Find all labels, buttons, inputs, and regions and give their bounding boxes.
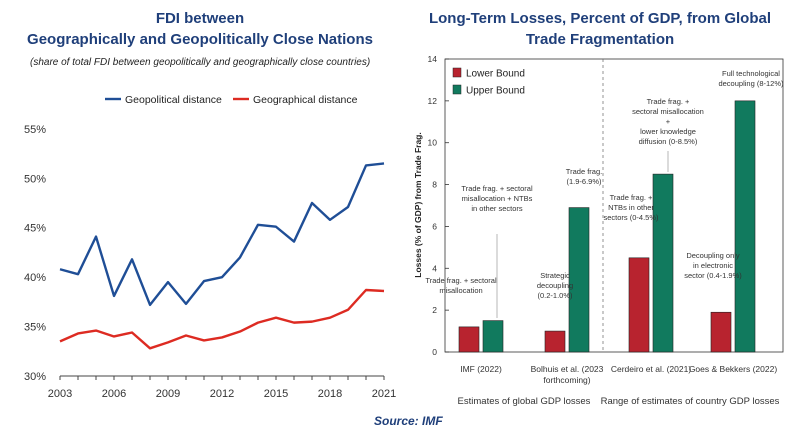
x-tick-label: 2021 (372, 388, 396, 400)
x-tick-label: 2015 (264, 388, 288, 400)
annotation-text: diffusion (0-8.5%) (639, 137, 698, 146)
annotation-text: (1.9-6.9%) (566, 177, 602, 186)
annotation-text: in electronic (693, 261, 733, 270)
annotation-text: Trade frag. + sectoral (461, 184, 533, 193)
y-tick-label: 35% (24, 322, 46, 334)
y-tick-label: 6 (432, 221, 437, 231)
y-tick-label: 45% (24, 223, 46, 235)
bar-upper-bound (652, 173, 674, 353)
bar-upper-bound (734, 100, 756, 353)
source-note: Source: IMF (374, 414, 443, 428)
group-label: Range of estimates of country GDP losses (601, 396, 780, 407)
annotation-text: Trade frag. + sectoral (425, 276, 497, 285)
left-chart-title: FDI between Geographically and Geopoliti… (0, 8, 400, 50)
annotation-text: Trade frag. + (610, 193, 653, 202)
right-chart-title-line1: Long-Term Losses, Percent of GDP, from G… (428, 10, 771, 27)
bar-upper-bound (482, 320, 504, 353)
category-label: forthcoming) (543, 375, 590, 385)
category-label: Cerdeiro et al. (2021) (611, 364, 691, 374)
legend-label: Lower Bound (466, 69, 525, 80)
bar-lower-bound (458, 326, 480, 353)
bar-lower-bound (544, 330, 566, 353)
annotation-text: (0.2-1.0%) (537, 291, 573, 300)
y-tick-label: 10 (428, 138, 438, 148)
group-label: Estimates of global GDP losses (458, 396, 591, 407)
y-tick-label: 8 (432, 180, 437, 190)
y-tick-label: 30% (24, 371, 46, 383)
annotation-text: in other sectors (471, 204, 523, 213)
annotation-text: sectoral misallocation (632, 107, 704, 116)
annotation-text: misallocation + NTBs (462, 194, 533, 203)
y-tick-label: 40% (24, 272, 46, 284)
y-tick-label: 14 (428, 54, 438, 64)
annotation-text: lower knowledge (640, 127, 696, 136)
x-tick-label: 2012 (210, 388, 234, 400)
left-chart-subtitle: (share of total FDI between geopolitical… (30, 57, 371, 68)
category-label: IMF (2022) (460, 364, 502, 374)
plot-frame (444, 58, 784, 353)
series-line-geographical (59, 288, 385, 350)
y-tick-label: 50% (24, 173, 46, 185)
right-chart-title-line2: Trade Fragmentation (525, 31, 675, 48)
annotation-text: + (666, 117, 671, 126)
x-tick-label: 2009 (156, 388, 180, 400)
legend-swatch (452, 84, 462, 95)
y-axis-label: Losses (% of GDP) from Trade Frag. (413, 132, 423, 277)
annotation-text: Full technological (722, 69, 780, 78)
annotation-text: sector (0.4-1.9%) (684, 271, 742, 280)
left-line-chart: 30% 35% 40% 45% 50% 55% 2003 2006 2009 2012 2015 20… (24, 94, 396, 400)
annotation-text: Strategic (540, 271, 570, 280)
annotation-text: decoupling (537, 281, 573, 290)
annotation-text: sectors (0-4.5%) (603, 213, 659, 222)
legend-swatch (452, 67, 462, 78)
y-tick-label: 4 (432, 263, 437, 273)
left-chart-title-line2: Geographically and Geopolitically Close … (27, 31, 373, 48)
y-tick-label: 0 (432, 347, 437, 357)
bar-upper-bound (568, 207, 590, 353)
y-tick-label: 2 (432, 305, 437, 315)
annotation-text: decoupling (8-12%) (718, 79, 784, 88)
annotation-text: NTBs in other (608, 203, 654, 212)
y-tick-label: 12 (428, 96, 438, 106)
legend-label: Geopolitical distance (125, 94, 222, 106)
legend-label: Geographical distance (253, 94, 358, 106)
annotation-text: Trade frag. + (647, 97, 690, 106)
bar-lower-bound (628, 257, 650, 353)
category-label: Goes & Bekkers (2022) (689, 364, 778, 374)
annotation-text: Decoupling only (686, 251, 740, 260)
x-tick-label: 2003 (48, 388, 72, 400)
annotation-text: Trade frag. (566, 167, 602, 176)
y-tick-label: 55% (24, 124, 46, 136)
series-line-geopolitical (59, 162, 385, 307)
legend-label: Upper Bound (466, 86, 525, 97)
bar-lower-bound (710, 311, 732, 353)
x-tick-label: 2006 (102, 388, 126, 400)
x-tick-label: 2018 (318, 388, 342, 400)
left-chart-title-line1: FDI between (155, 10, 245, 27)
right-chart-title: Long-Term Losses, Percent of GDP, from G… (400, 8, 800, 50)
annotation-text: misallocation (439, 286, 482, 295)
category-label: Bolhuis et al. (2023 (531, 364, 604, 374)
